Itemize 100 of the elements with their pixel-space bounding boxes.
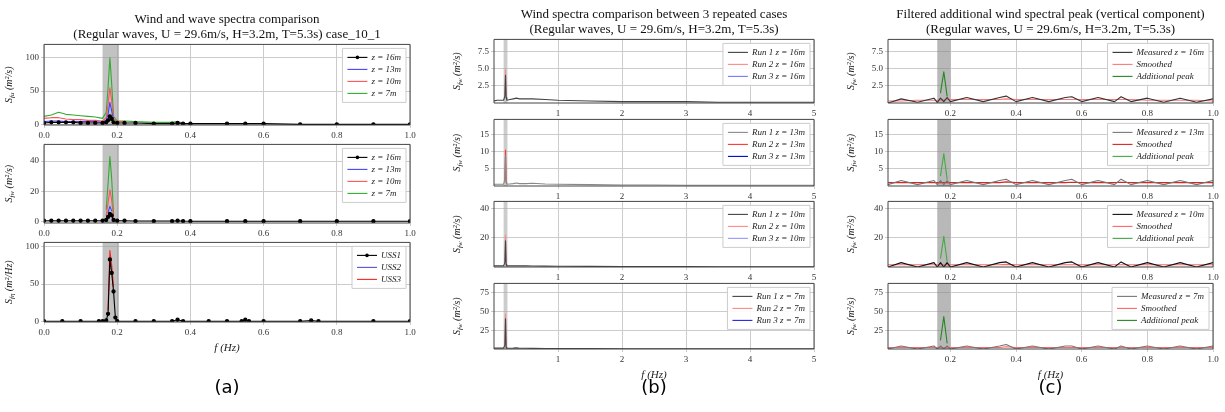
x-tick-label: 0.2 bbox=[111, 227, 123, 238]
x-tick-label: 4 bbox=[747, 353, 753, 364]
x-tick-label: 4 bbox=[747, 190, 753, 201]
x-tick-label: 1.0 bbox=[404, 129, 417, 140]
legend-label: Run 1 z = 7m bbox=[755, 290, 806, 301]
legend-label: Smoothed bbox=[1136, 220, 1173, 231]
x-tick-label: 0.8 bbox=[1141, 353, 1154, 364]
x-tick-label: 4 bbox=[747, 107, 753, 118]
chart-title: Wind and wave spectra comparison bbox=[133, 11, 321, 26]
y-tick-label: 20 bbox=[30, 185, 40, 196]
x-tick-label: 0.8 bbox=[331, 326, 343, 337]
x-tick-label: 3 bbox=[683, 353, 689, 364]
x-tick-label: 4 bbox=[747, 271, 753, 282]
legend-label: z = 13m bbox=[370, 63, 402, 74]
x-tick-label: 1.0 bbox=[1207, 353, 1220, 364]
chart-subtitle: (Regular waves, U = 29.6m/s, H=3.2m, T=5.3s) bbox=[924, 21, 1177, 36]
x-tick-label: 0.6 bbox=[1076, 107, 1088, 118]
y-tick-label: 50 bbox=[480, 305, 490, 316]
y-tick-label: 5.0 bbox=[477, 62, 490, 73]
x-tick-label: 0.6 bbox=[1076, 353, 1088, 364]
x-tick-label: 0.6 bbox=[257, 227, 270, 238]
chart-subtitle: (Regular waves, U = 29.6m/s, H=3.2m, T=5.3s) case_10_1 bbox=[72, 26, 382, 41]
x-tick-label: 2 bbox=[619, 107, 625, 118]
y-tick-label: 75 bbox=[874, 286, 884, 297]
y-tick-label: 100 bbox=[25, 241, 40, 252]
legend-label: z = 13m bbox=[370, 163, 402, 174]
legend-label: Additional peak bbox=[1135, 150, 1195, 161]
x-tick-label: 3 bbox=[683, 271, 689, 282]
legend-label: z = 7m bbox=[370, 187, 397, 198]
legend-label: Run 2 z = 10m bbox=[750, 220, 806, 231]
y-tick-label: 20 bbox=[874, 232, 884, 243]
x-tick-label: 0.2 bbox=[111, 326, 123, 337]
x-tick-label: 2 bbox=[619, 271, 625, 282]
legend-label: Additional peak bbox=[1140, 314, 1200, 325]
legend-label: Run 2 z = 16m bbox=[750, 58, 806, 69]
y-tick-label: 40 bbox=[480, 203, 490, 214]
x-tick-label: 0.4 bbox=[184, 227, 197, 238]
y-tick-label: 50 bbox=[30, 85, 40, 96]
x-tick-label: 0.0 bbox=[38, 326, 51, 337]
legend-label: Run 2 z = 7m bbox=[755, 302, 806, 313]
legend-label: Measured z = 10m bbox=[1135, 208, 1205, 219]
x-axis-title: f (Hz) bbox=[214, 340, 241, 354]
y-tick-label: 2.5 bbox=[871, 80, 884, 91]
x-tick-label: 1.0 bbox=[404, 326, 417, 337]
x-tick-label: 1.0 bbox=[1207, 271, 1220, 282]
y-tick-label: 0 bbox=[34, 118, 40, 129]
x-tick-label: 3 bbox=[683, 107, 689, 118]
legend-label: Run 3 z = 10m bbox=[750, 232, 806, 243]
x-tick-label: 1 bbox=[555, 190, 561, 201]
y-tick-label: 75 bbox=[480, 286, 490, 297]
x-tick-label: 0.2 bbox=[944, 271, 956, 282]
legend-label: Smoothed bbox=[1136, 58, 1173, 69]
x-tick-label: 0.4 bbox=[184, 129, 197, 140]
x-tick-label: 2 bbox=[619, 190, 625, 201]
legend-label: Run 3 z = 13m bbox=[750, 150, 806, 161]
x-tick-label: 0.0 bbox=[38, 227, 51, 238]
x-tick-label: 0.6 bbox=[1076, 271, 1088, 282]
y-tick-label: 7.5 bbox=[871, 45, 884, 56]
legend-label: z = 16m bbox=[370, 51, 402, 62]
x-tick-label: 3 bbox=[683, 190, 689, 201]
legend-label: z = 16m bbox=[370, 151, 402, 162]
chart-title: Filtered additional wind spectral peak (vertical component) bbox=[895, 6, 1206, 21]
x-tick-label: 0.2 bbox=[111, 129, 123, 140]
x-tick-label: 5 bbox=[811, 353, 817, 364]
x-tick-label: 0.4 bbox=[184, 326, 197, 337]
y-tick-label: 15 bbox=[874, 129, 884, 140]
y-tick-label: 25 bbox=[480, 324, 490, 335]
y-tick-label: 15 bbox=[480, 129, 490, 140]
x-tick-label: 0.8 bbox=[1141, 107, 1154, 118]
y-tick-label: 0 bbox=[34, 215, 40, 226]
legend-label: Run 1 z = 10m bbox=[750, 208, 806, 219]
legend-label: Run 3 z = 16m bbox=[750, 70, 806, 81]
y-tick-label: 0 bbox=[34, 315, 40, 326]
x-tick-label: 5 bbox=[811, 271, 817, 282]
y-tick-label: 50 bbox=[874, 305, 884, 316]
x-tick-label: 0.8 bbox=[331, 227, 343, 238]
legend-label: Smoothed bbox=[1136, 138, 1173, 149]
legend-label: Measured z = 7m bbox=[1140, 290, 1205, 301]
x-tick-label: 0.8 bbox=[1141, 271, 1154, 282]
x-tick-label: 0.6 bbox=[257, 129, 270, 140]
x-tick-label: 0.2 bbox=[944, 353, 956, 364]
x-tick-label: 0.4 bbox=[1010, 271, 1023, 282]
x-tick-label: 0.0 bbox=[38, 129, 51, 140]
y-tick-label: 5 bbox=[878, 163, 884, 174]
legend-label: USS2 bbox=[381, 261, 402, 272]
legend-label: Additional peak bbox=[1135, 232, 1195, 243]
chart-title: Wind spectra comparison between 3 repeated cases bbox=[519, 6, 789, 21]
x-tick-label: 5 bbox=[811, 107, 817, 118]
x-tick-label: 1.0 bbox=[404, 227, 417, 238]
x-tick-label: 0.6 bbox=[1076, 190, 1088, 201]
y-tick-label: 50 bbox=[30, 278, 40, 289]
x-tick-label: 0.4 bbox=[1010, 353, 1023, 364]
y-tick-label: 5 bbox=[484, 163, 490, 174]
legend-label: Smoothed bbox=[1141, 302, 1178, 313]
legend-label: Measured z = 13m bbox=[1135, 126, 1205, 137]
y-tick-label: 10 bbox=[480, 146, 490, 157]
x-tick-label: 1 bbox=[555, 353, 561, 364]
x-tick-label: 1 bbox=[555, 107, 561, 118]
legend-label: Measured z = 16m bbox=[1135, 46, 1205, 57]
legend-label: Run 2 z = 13m bbox=[750, 138, 806, 149]
